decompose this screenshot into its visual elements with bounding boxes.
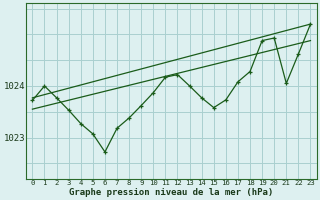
X-axis label: Graphe pression niveau de la mer (hPa): Graphe pression niveau de la mer (hPa) bbox=[69, 188, 274, 197]
